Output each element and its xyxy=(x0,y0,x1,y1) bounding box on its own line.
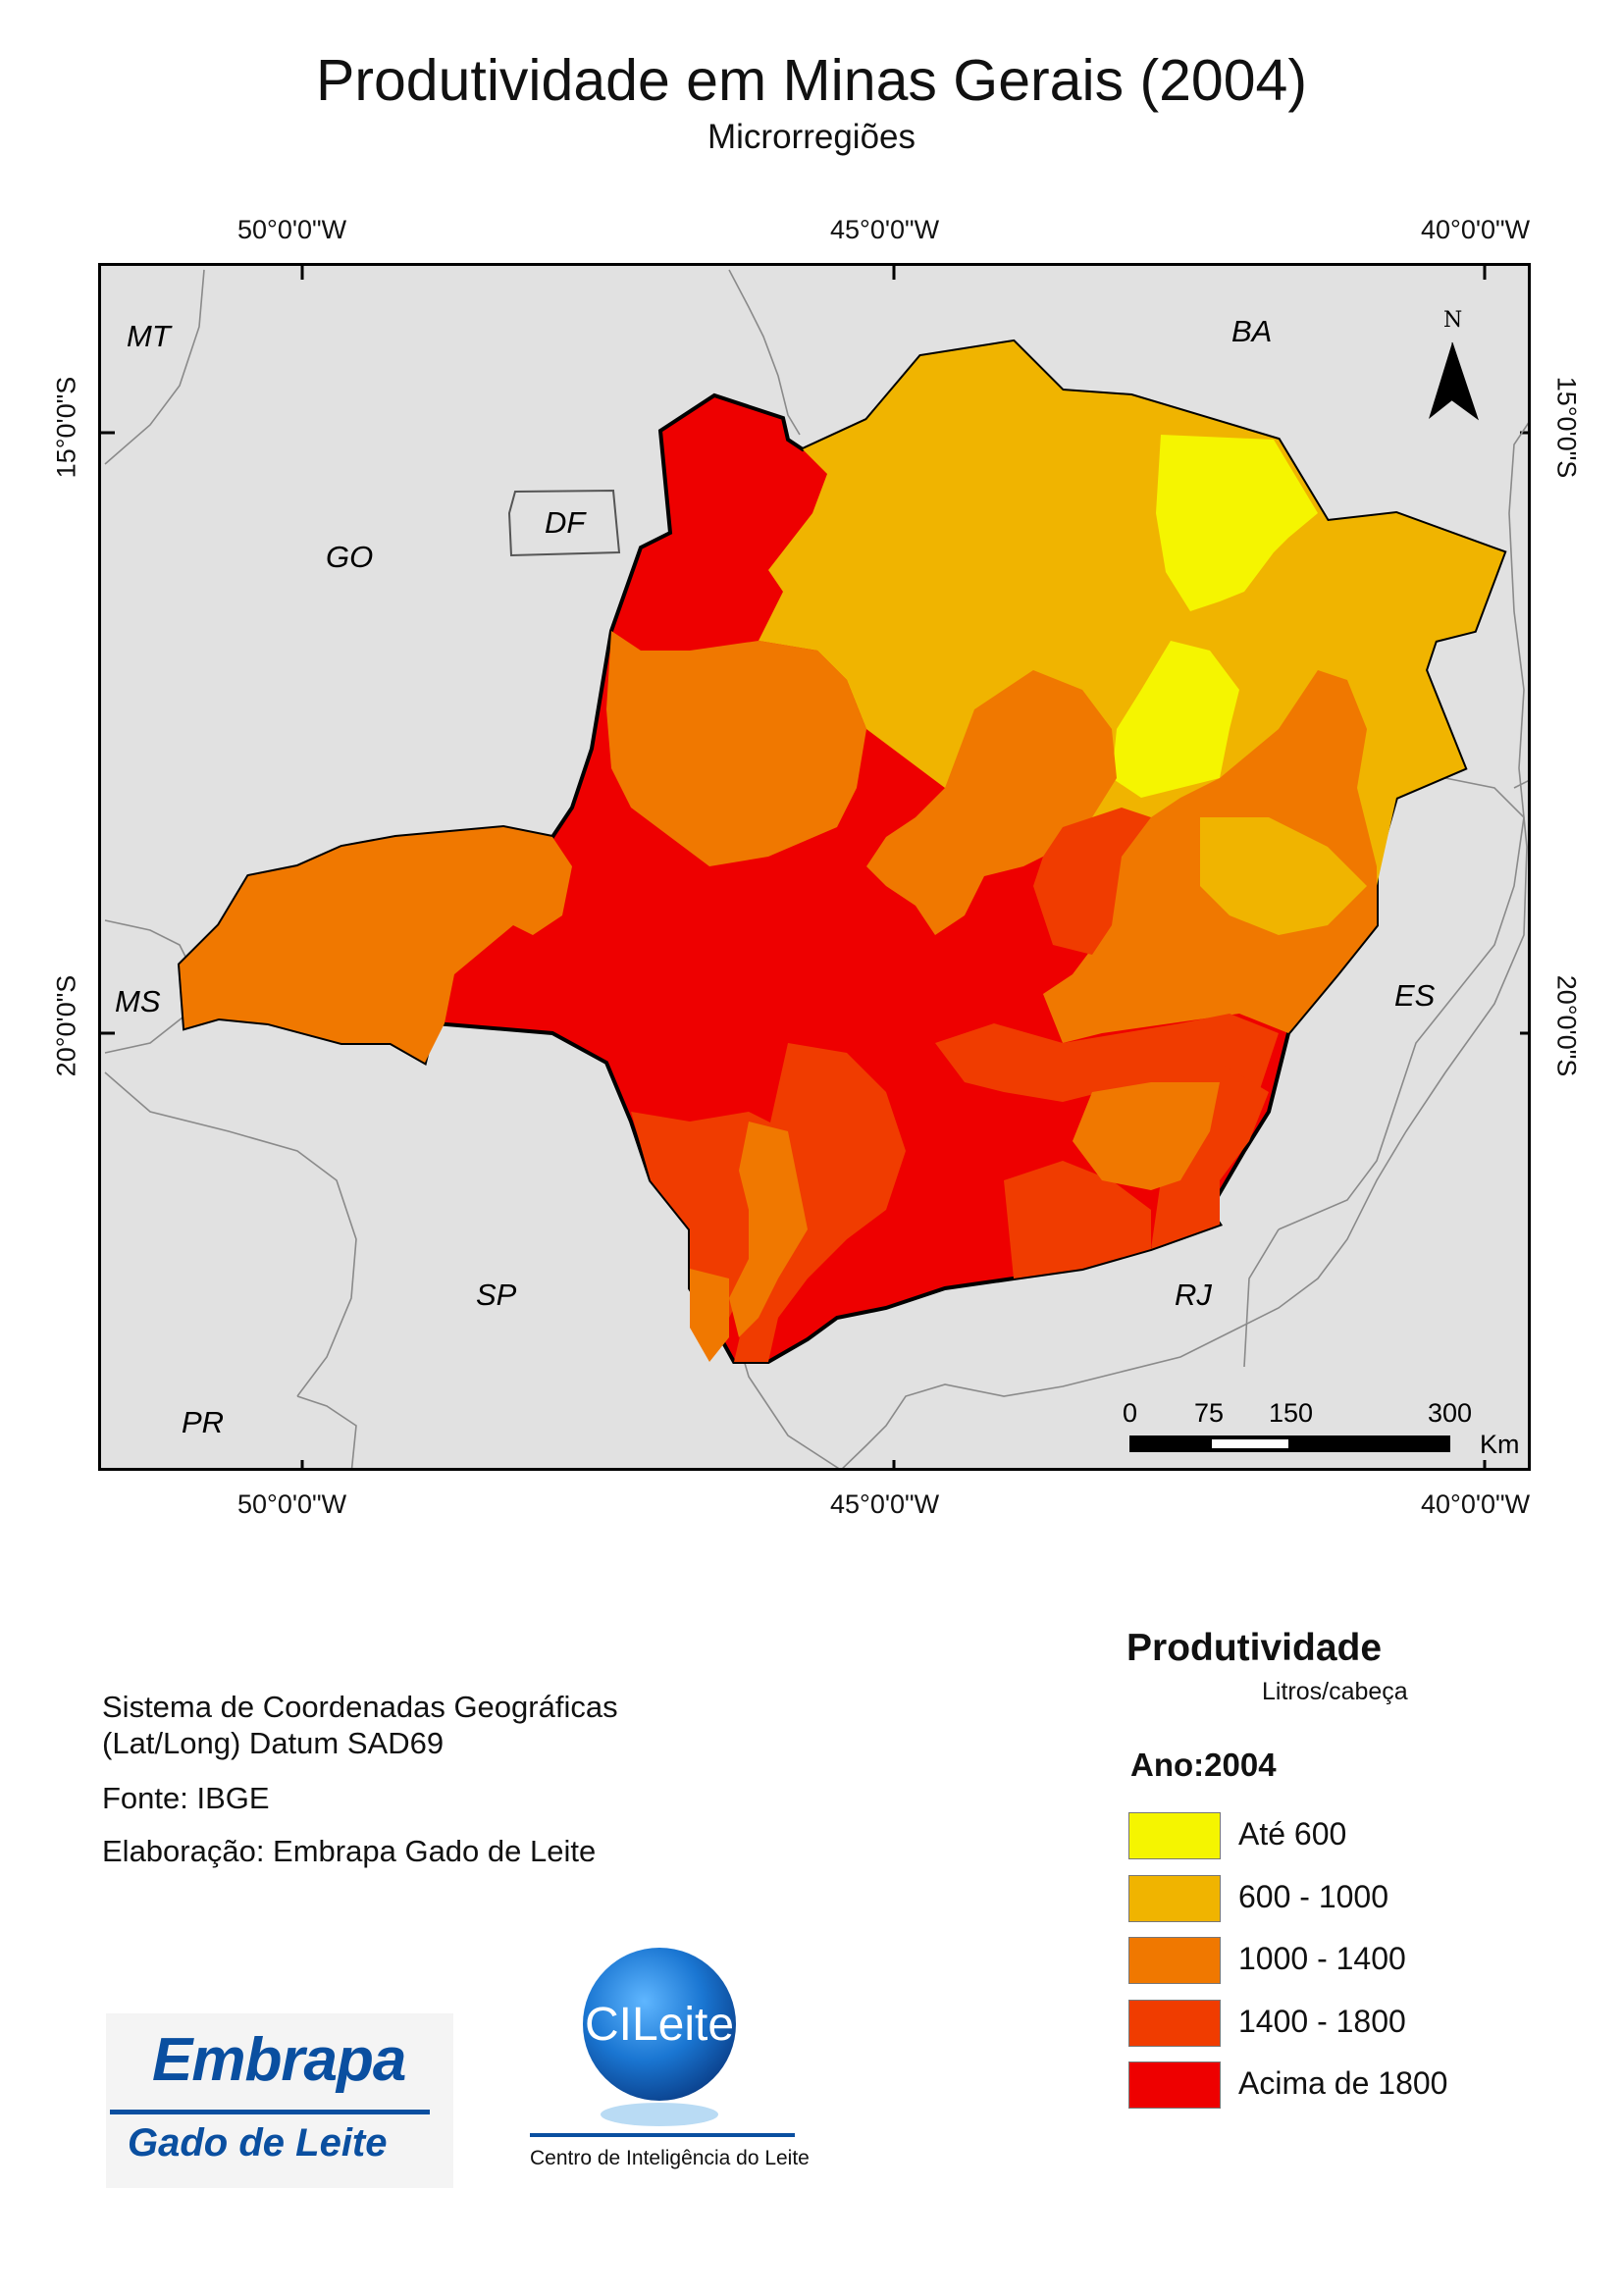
legend-swatch xyxy=(1128,1875,1221,1922)
lat-label-left-15s: 15°0'0"S xyxy=(51,376,81,479)
state-label-ms: MS xyxy=(115,984,161,1018)
lon-label-top-40w: 40°0'0"W xyxy=(1421,215,1531,244)
lat-label-left-20s: 20°0'0"S xyxy=(51,974,81,1077)
region-1400-1800-d xyxy=(734,1043,906,1362)
legend-label: Até 600 xyxy=(1238,1816,1347,1852)
source-line: Fonte: IBGE xyxy=(102,1781,270,1815)
lon-label-bottom-45w: 45°0'0"W xyxy=(830,1489,940,1519)
region-1400-1800-f xyxy=(1151,1063,1269,1249)
lon-label-bottom-40w: 40°0'0"W xyxy=(1421,1489,1531,1519)
state-label-sp: SP xyxy=(476,1278,517,1312)
region-1400-1800-a xyxy=(1033,808,1151,955)
state-label-mt: MT xyxy=(127,319,173,353)
crs-line-1: Sistema de Coordenadas Geográficas xyxy=(102,1690,618,1724)
region-1400-1800-e xyxy=(1004,1161,1151,1278)
region-south-east-1000-1400 xyxy=(1073,1082,1220,1190)
scale-bar xyxy=(1129,1435,1450,1452)
coastline xyxy=(842,422,1528,1468)
scale-tick-150: 150 xyxy=(1269,1398,1313,1428)
df-boundary xyxy=(507,489,621,557)
map-canvas: MT GO DF BA MS ES SP RJ PR N 0 75 150 30… xyxy=(101,266,1528,1468)
region-ate-600-b xyxy=(1112,641,1239,798)
scale-tick-0: 0 xyxy=(1123,1398,1137,1428)
legend-swatch xyxy=(1128,1812,1221,1859)
map-title: Produtividade em Minas Gerais (2004) xyxy=(315,48,1308,113)
legend-label: Acima de 1800 xyxy=(1238,2065,1448,2101)
legend-swatch xyxy=(1128,1937,1221,1984)
region-south-1000-1400-a xyxy=(729,1122,808,1337)
scale-unit: Km xyxy=(1480,1430,1520,1459)
state-label-ba: BA xyxy=(1231,314,1272,348)
legend-label: 1000 - 1400 xyxy=(1238,1941,1406,1976)
graticule-ticks xyxy=(101,266,1528,1468)
region-ate-600-a xyxy=(1156,435,1318,611)
legend-units: Litros/cabeça xyxy=(1262,1678,1408,1705)
scale-tick-300: 300 xyxy=(1428,1398,1472,1428)
north-arrow-icon xyxy=(1429,341,1479,421)
map-frame: MT GO DF BA MS ES SP RJ PR N 0 75 150 30… xyxy=(98,263,1531,1471)
legend-label: 1400 - 1800 xyxy=(1238,2004,1406,2039)
embrapa-logo xyxy=(106,2013,453,2188)
lat-label-right-15s: 15°0'0"S xyxy=(1551,376,1582,479)
state-label-df: DF xyxy=(545,505,587,540)
cileite-logo-wordmark: CILeite xyxy=(585,1999,734,2051)
lat-label-right-20s: 20°0'0"S xyxy=(1551,974,1582,1077)
legend-title: Produtividade xyxy=(1126,1627,1383,1669)
north-arrow-label: N xyxy=(1443,308,1462,333)
legend-label: 600 - 1000 xyxy=(1238,1879,1389,1914)
region-south-1000-1400-b xyxy=(690,1269,729,1362)
region-center-1000-1400 xyxy=(866,670,1117,935)
region-east-600-1000 xyxy=(1200,817,1367,935)
map-subtitle: Microrregiões xyxy=(707,118,916,156)
legend-swatch xyxy=(1128,2061,1221,2109)
cileite-logo-rule xyxy=(530,2133,795,2137)
embrapa-logo-wordmark: Embrapa xyxy=(152,2026,406,2094)
cileite-logo-subtitle: Centro de Inteligência do Leite xyxy=(530,2147,810,2169)
cileite-logo-icon: CILeite xyxy=(583,1948,736,2126)
state-label-rj: RJ xyxy=(1175,1278,1212,1312)
crs-line-2: (Lat/Long) Datum SAD69 xyxy=(102,1726,445,1760)
region-triangulo-1000-1400 xyxy=(180,827,572,1063)
embrapa-logo-subtitle: Gado de Leite xyxy=(128,2121,388,2165)
region-northwest-1000-1400 xyxy=(606,631,866,866)
legend-swatch xyxy=(1128,2000,1221,2047)
state-label-pr: PR xyxy=(182,1405,224,1439)
legend-year: Ano:2004 xyxy=(1130,1747,1277,1783)
lon-label-bottom-50w: 50°0'0"W xyxy=(237,1489,347,1519)
author-line: Elaboração: Embrapa Gado de Leite xyxy=(102,1834,597,1868)
state-label-go: GO xyxy=(326,540,373,574)
scale-tick-75: 75 xyxy=(1194,1398,1224,1428)
state-label-es: ES xyxy=(1394,978,1436,1013)
embrapa-logo-rule xyxy=(110,2110,430,2114)
lon-label-top-50w: 50°0'0"W xyxy=(237,215,347,244)
state-borders xyxy=(104,269,1528,1468)
lon-label-top-45w: 45°0'0"W xyxy=(830,215,940,244)
